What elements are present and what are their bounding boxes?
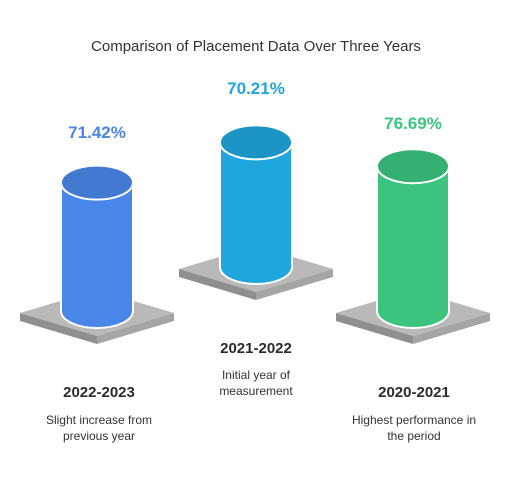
category-label-2021-2022: 2021-2022 <box>220 340 292 357</box>
platform-right-2021-2022 <box>256 269 333 300</box>
platform-left-2021-2022 <box>179 269 256 300</box>
value-label-2020-2021: 76.69% <box>384 114 442 133</box>
platform-right-2022-2023 <box>97 313 174 344</box>
platform-left-2022-2023 <box>20 313 97 344</box>
value-label-2021-2022: 70.21% <box>227 79 285 98</box>
bar-2022-2023 <box>60 181 134 329</box>
value-label-2022-2023: 71.42% <box>68 123 126 142</box>
description-2022-2023: Slight increase from previous year <box>45 413 153 443</box>
chart-title: Comparison of Placement Data Over Three … <box>91 38 421 55</box>
category-label-2020-2021: 2020-2021 <box>378 384 450 401</box>
bar-top-2022-2023 <box>60 164 134 201</box>
bar-top-2020-2021 <box>376 148 450 185</box>
category-label-2022-2023: 2022-2023 <box>63 384 135 401</box>
platform-right-2020-2021 <box>413 313 490 344</box>
description-2020-2021: Highest performance in the period <box>351 413 477 443</box>
platform-left-2020-2021 <box>336 313 413 344</box>
bar-2020-2021 <box>376 165 450 329</box>
bar-2021-2022 <box>219 141 293 285</box>
bar-top-2021-2022 <box>219 124 293 161</box>
description-2021-2022: Initial year of measurement <box>219 368 293 398</box>
